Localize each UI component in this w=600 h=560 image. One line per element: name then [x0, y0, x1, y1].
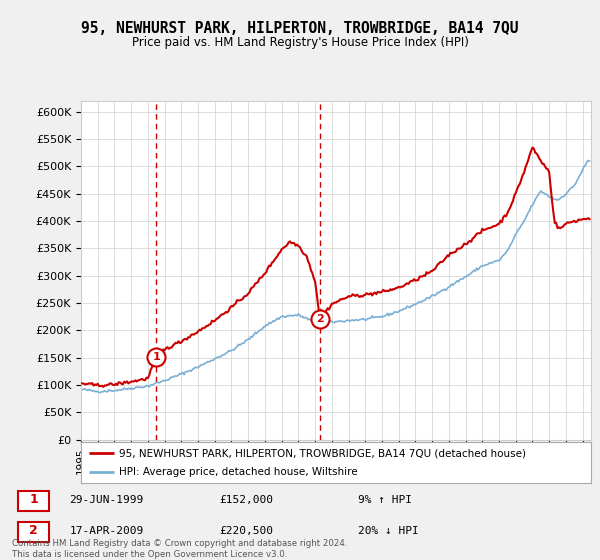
FancyBboxPatch shape	[18, 491, 49, 511]
Text: 17-APR-2009: 17-APR-2009	[70, 526, 144, 535]
Text: 95, NEWHURST PARK, HILPERTON, TROWBRIDGE, BA14 7QU: 95, NEWHURST PARK, HILPERTON, TROWBRIDGE…	[81, 21, 519, 36]
Text: 9% ↑ HPI: 9% ↑ HPI	[358, 494, 412, 505]
Text: £152,000: £152,000	[220, 494, 274, 505]
FancyBboxPatch shape	[18, 521, 49, 542]
Text: 95, NEWHURST PARK, HILPERTON, TROWBRIDGE, BA14 7QU (detached house): 95, NEWHURST PARK, HILPERTON, TROWBRIDGE…	[119, 449, 526, 458]
Text: Price paid vs. HM Land Registry's House Price Index (HPI): Price paid vs. HM Land Registry's House …	[131, 36, 469, 49]
Text: 2: 2	[316, 314, 324, 324]
Text: Contains HM Land Registry data © Crown copyright and database right 2024.
This d: Contains HM Land Registry data © Crown c…	[12, 539, 347, 559]
Text: 29-JUN-1999: 29-JUN-1999	[70, 494, 144, 505]
Text: 1: 1	[152, 352, 160, 362]
Text: 20% ↓ HPI: 20% ↓ HPI	[358, 526, 418, 535]
Text: £220,500: £220,500	[220, 526, 274, 535]
Text: 1: 1	[29, 493, 38, 506]
Text: HPI: Average price, detached house, Wiltshire: HPI: Average price, detached house, Wilt…	[119, 467, 358, 477]
Text: 2: 2	[29, 524, 38, 537]
